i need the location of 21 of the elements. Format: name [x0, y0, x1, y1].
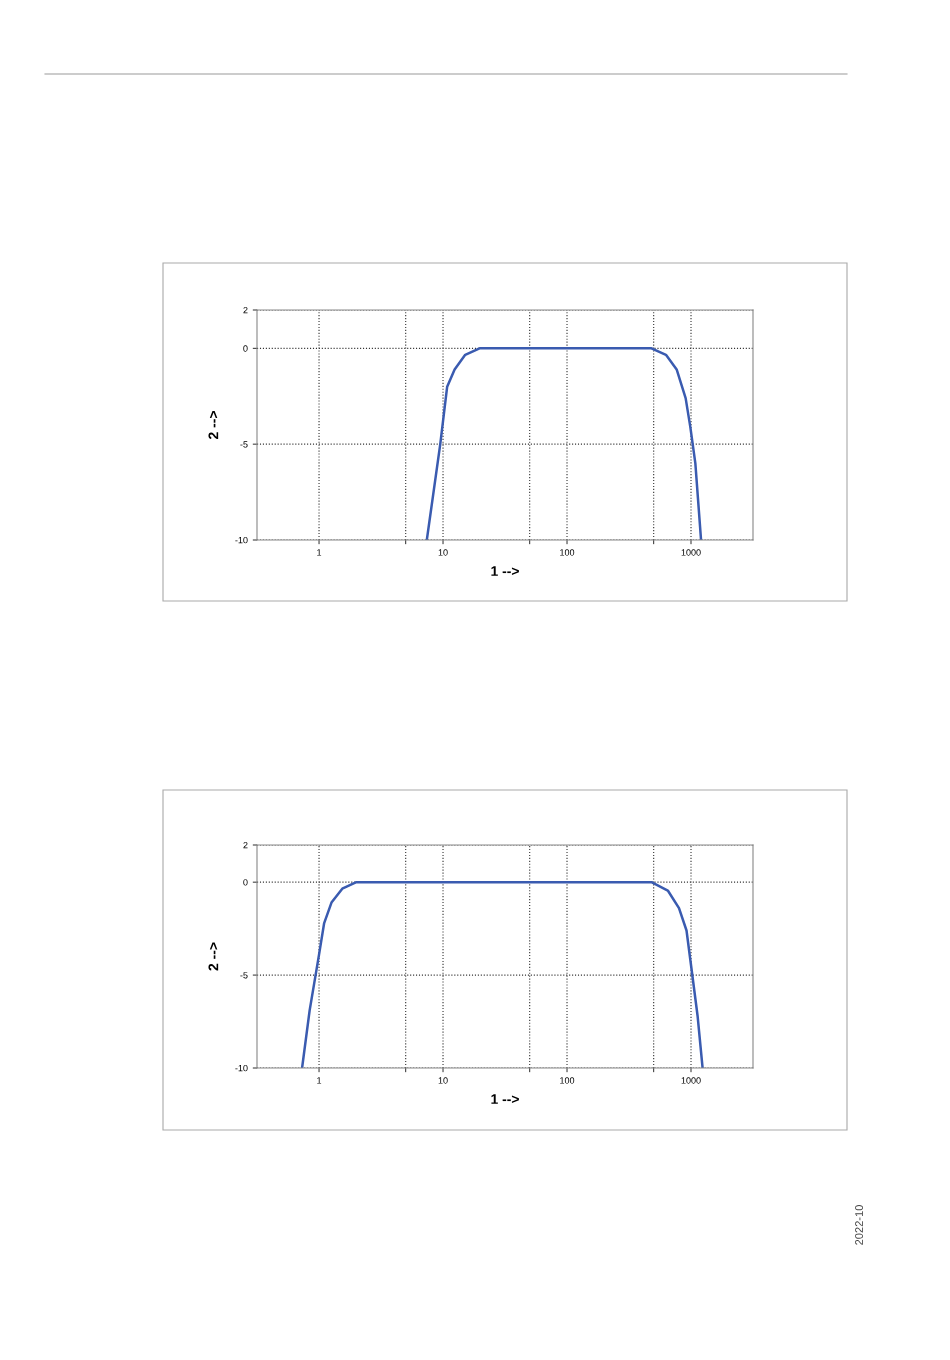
x-tick-label: 1000	[681, 549, 701, 556]
x-axis-title: 1 -->	[491, 1094, 519, 1104]
x-tick-label: 1	[317, 1077, 322, 1084]
text: 2022-10	[855, 1205, 863, 1245]
y-tick-label: -5	[240, 972, 248, 979]
y-tick-label: 2	[243, 306, 248, 314]
y-axis-title: 2 -->	[208, 411, 219, 439]
y-tick-label: 0	[243, 345, 248, 352]
x-tick-label: 1000	[681, 1077, 701, 1084]
x-tick-label: 10	[438, 549, 448, 556]
x-tick-label: 100	[560, 1077, 575, 1084]
y-tick-label: -10	[235, 536, 248, 544]
y-tick-label: 0	[243, 879, 248, 886]
y-axis-title: 2 -->	[208, 942, 219, 971]
x-axis-title: 1 -->	[491, 566, 519, 576]
y-tick-label: 2	[243, 841, 248, 849]
x-tick-label: 10	[438, 1077, 448, 1084]
y-tick-label: -10	[235, 1064, 248, 1072]
x-tick-label: 1	[317, 549, 322, 556]
x-tick-label: 100	[560, 549, 575, 556]
y-tick-label: -5	[240, 441, 248, 448]
